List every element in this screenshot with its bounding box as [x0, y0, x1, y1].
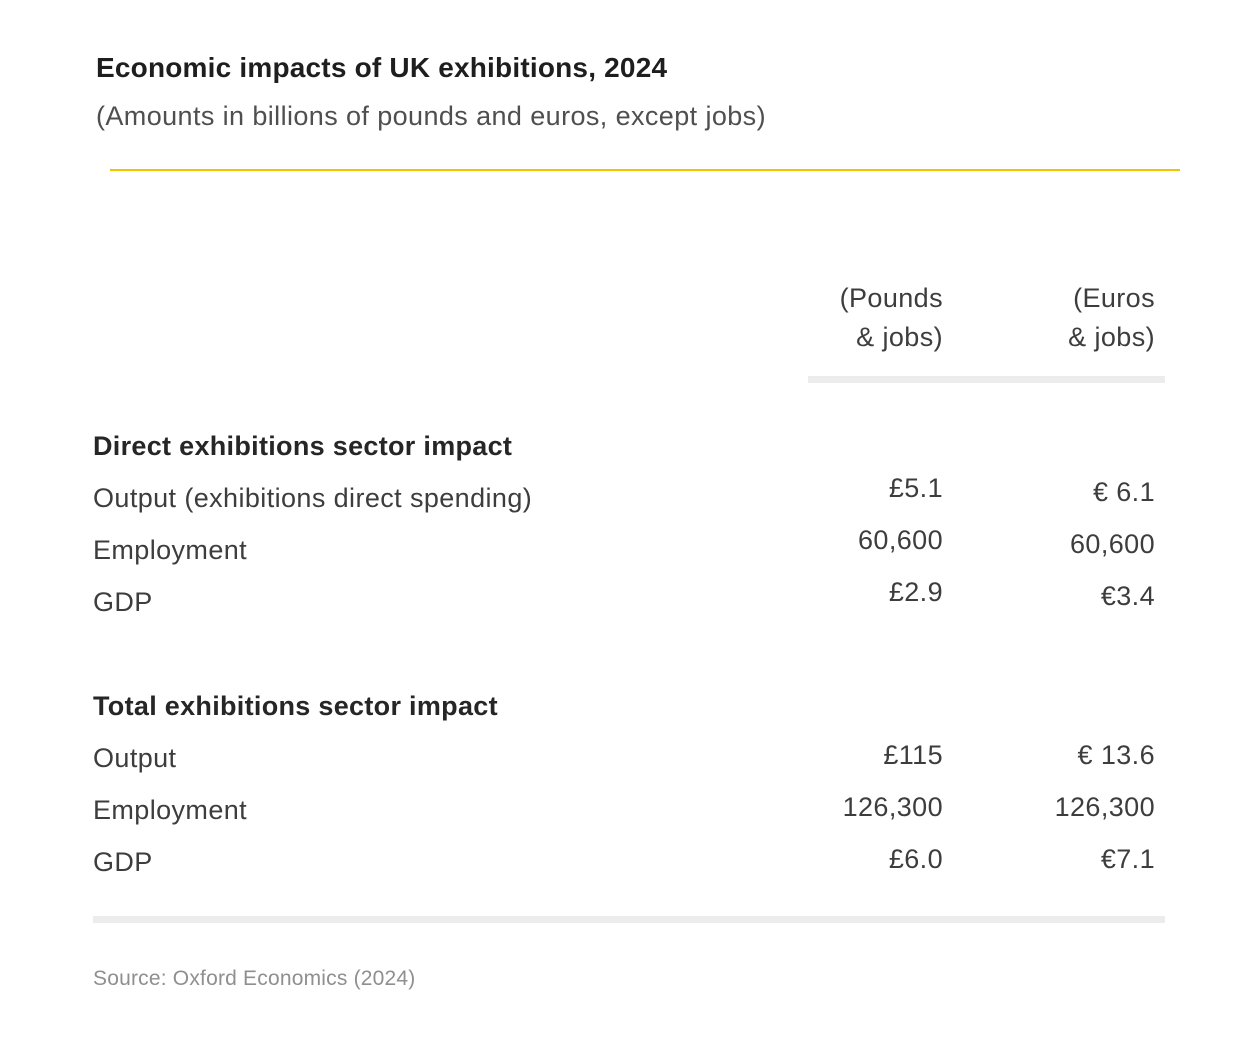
section-heading: Total exhibitions sector impact — [93, 690, 498, 721]
table-header-spacer — [93, 279, 703, 357]
section-total-impact: Total exhibitions sector impact Output £… — [93, 680, 1165, 888]
row-label: GDP — [93, 846, 153, 877]
column-header-euros-line1: (Euros — [1073, 283, 1155, 313]
page-subtitle: (Amounts in billions of pounds and euros… — [96, 101, 766, 131]
pounds-value: £115 — [883, 739, 943, 770]
euros-value: € 13.6 — [1077, 739, 1155, 770]
column-header-pounds-line1: (Pounds — [839, 283, 943, 313]
table-row: GDP £6.0 €7.1 — [93, 836, 1165, 888]
euros-value: 126,300 — [1054, 791, 1155, 822]
euros-value: €7.1 — [1100, 843, 1155, 874]
page-title: Economic impacts of UK exhibitions, 2024 — [96, 52, 668, 83]
bottom-divider — [93, 916, 1165, 923]
euros-value: € 6.1 — [1092, 476, 1155, 507]
table-row: Output £115 € 13.6 — [93, 732, 1165, 784]
column-header-euros: (Euros & jobs) — [953, 279, 1165, 357]
pounds-value: 60,600 — [858, 524, 943, 555]
row-label: GDP — [93, 586, 153, 617]
table-row: GDP £2.9 €3.4 — [93, 576, 1165, 628]
pounds-value: £6.0 — [888, 843, 943, 874]
data-table: (Pounds & jobs) (Euros & jobs) Direct ex… — [93, 279, 1165, 991]
section-heading: Direct exhibitions sector impact — [93, 430, 513, 461]
table-row: Output (exhibitions direct spending) £5.… — [93, 472, 1165, 524]
row-label: Output (exhibitions direct spending) — [93, 482, 533, 513]
row-label: Output — [93, 742, 177, 773]
table-row: Employment 126,300 126,300 — [93, 784, 1165, 836]
pounds-value: £5.1 — [888, 472, 943, 503]
row-label: Employment — [93, 534, 248, 565]
row-label: Employment — [93, 794, 248, 825]
column-header-pounds-line2: & jobs) — [856, 322, 943, 352]
table-header-row: (Pounds & jobs) (Euros & jobs) — [93, 279, 1165, 357]
table-row: Employment 60,600 60,600 — [93, 524, 1165, 576]
source-note: Source: Oxford Economics (2024) — [93, 967, 416, 990]
column-header-pounds: (Pounds & jobs) — [703, 279, 953, 357]
euros-value: €3.4 — [1100, 580, 1155, 611]
euros-value: 60,600 — [1070, 528, 1155, 559]
section-direct-impact: Direct exhibitions sector impact Output … — [93, 420, 1165, 628]
gold-divider — [110, 169, 1180, 171]
header-divider — [808, 376, 1165, 383]
pounds-value: £2.9 — [888, 576, 943, 607]
infographic-page: Economic impacts of UK exhibitions, 2024… — [0, 52, 1236, 1062]
pounds-value: 126,300 — [842, 791, 943, 822]
column-header-euros-line2: & jobs) — [1068, 322, 1155, 352]
